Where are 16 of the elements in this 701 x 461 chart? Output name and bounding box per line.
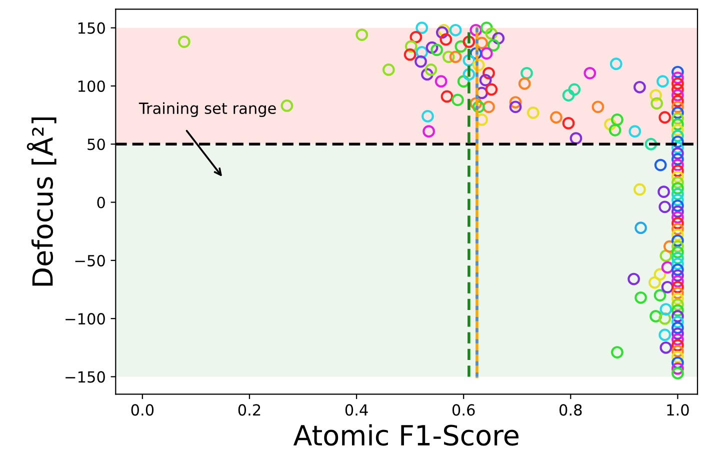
x-tick-label: 1.0 <box>667 404 689 416</box>
x-tick-label: 0.4 <box>345 404 368 416</box>
y-tick-label: −100 <box>66 313 105 325</box>
y-tick-label: −50 <box>75 254 105 266</box>
y-tick-label: −150 <box>66 371 105 383</box>
y-tick-label: 100 <box>78 80 105 92</box>
x-tick-label: 0.0 <box>131 404 154 416</box>
annotation: Training set range <box>138 102 276 117</box>
x-axis-title: Atomic F1-Score <box>293 424 518 446</box>
y-tick-label: 50 <box>88 138 105 150</box>
y-tick-label: 150 <box>78 22 105 34</box>
y-tick-label: 0 <box>97 196 105 208</box>
y-axis-title: Defocus [Å²] <box>26 117 56 286</box>
x-tick-label: 0.8 <box>559 404 582 416</box>
x-tick-label: 0.6 <box>452 404 475 416</box>
x-tick-label: 0.2 <box>238 404 260 416</box>
